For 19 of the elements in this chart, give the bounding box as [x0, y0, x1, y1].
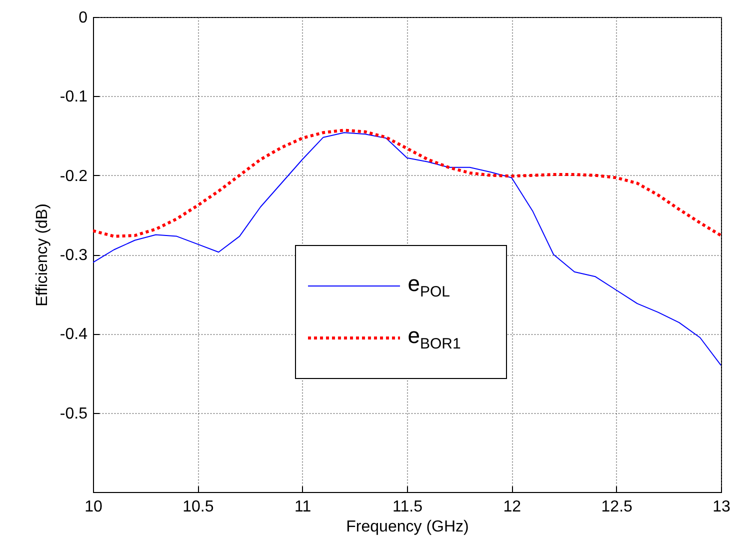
y-tick-label: -0.3: [60, 247, 88, 264]
x-tick-label: 12.5: [601, 498, 633, 516]
line-series: [93, 132, 721, 366]
x-tick-label: 13: [712, 498, 730, 516]
y-tick-label: 0: [78, 10, 88, 26]
x-tick-label: 12: [503, 498, 522, 516]
x-axis-title: Frequency (GHz): [346, 518, 469, 536]
x-tick-label: 11.5: [392, 498, 423, 516]
y-tick-label: -0.4: [60, 326, 88, 344]
x-tick-label: 10: [84, 498, 102, 516]
y-tick-label: -0.1: [60, 88, 88, 106]
x-tick-label: 10.5: [182, 498, 214, 516]
legend-label: e$_{POL}$: [408, 270, 450, 300]
legend-label: e$_{BOR1}$: [408, 322, 461, 352]
y-axis-title: Efficiency (dB): [34, 204, 51, 306]
y-tick-label: -0.2: [60, 168, 88, 185]
line-series: [93, 128, 721, 238]
x-tick-label: 11: [294, 498, 312, 516]
y-tick-label: -0.5: [60, 405, 88, 422]
